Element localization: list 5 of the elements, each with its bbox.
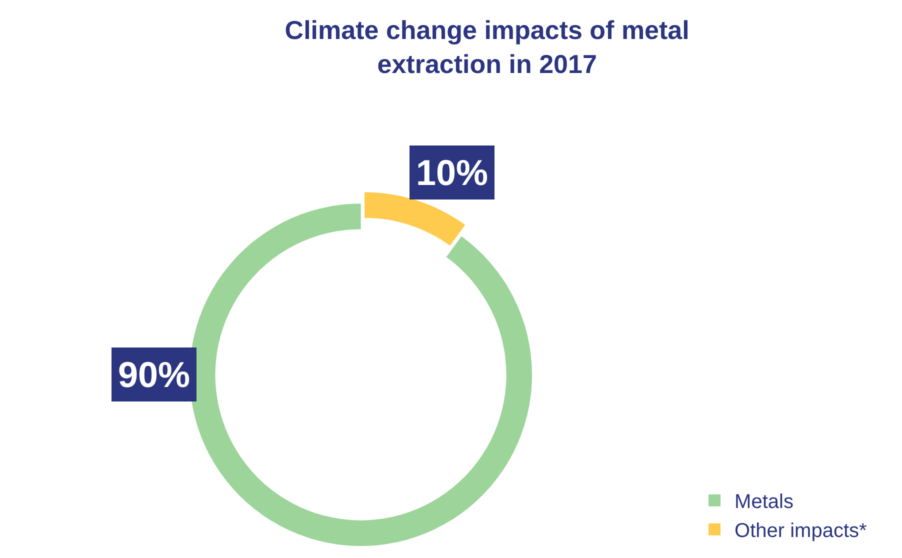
data-label: 10% xyxy=(416,152,488,193)
data-label: 90% xyxy=(118,354,190,395)
legend-label: Metals xyxy=(734,491,794,514)
legend-label: Other impacts* xyxy=(734,520,868,542)
chart-title: Climate change impacts of metal extraction in 2017 xyxy=(284,15,690,79)
